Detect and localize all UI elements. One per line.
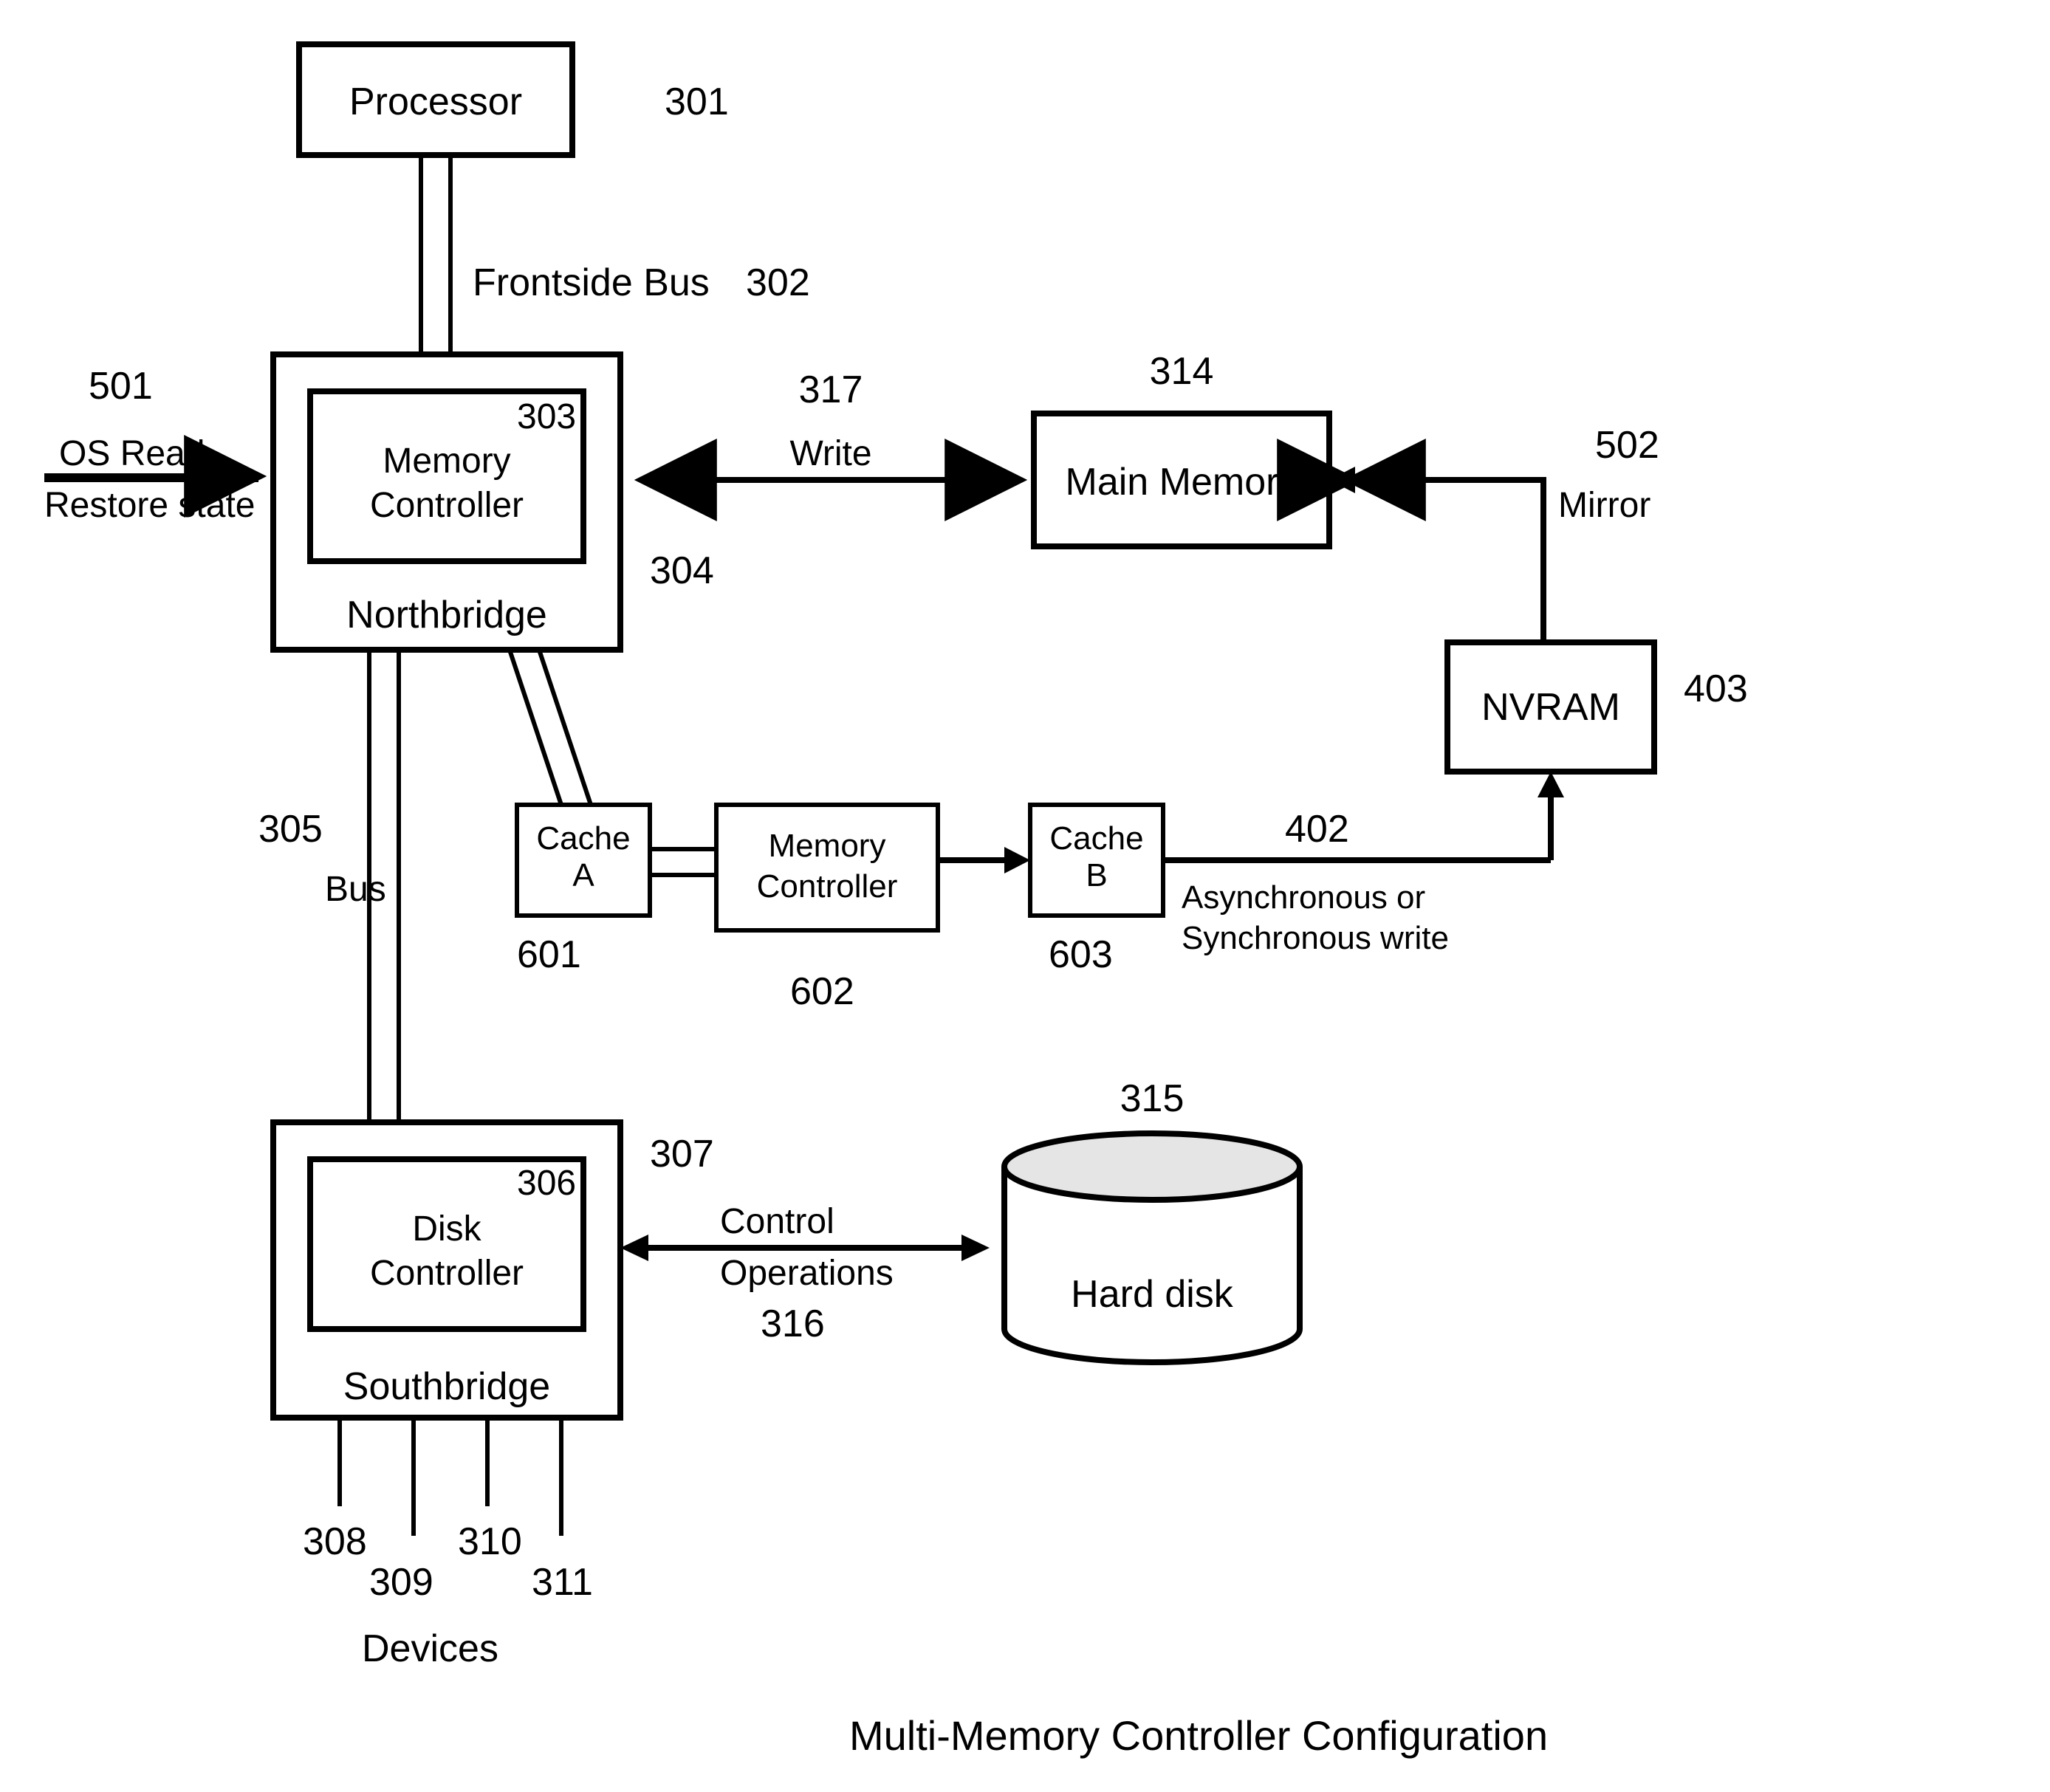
nvram-ref: 403 <box>1684 667 1748 710</box>
async-ref: 402 <box>1285 808 1349 851</box>
processor-node: Processor 301 <box>299 44 729 155</box>
devices-label: Devices <box>362 1627 498 1670</box>
southbridge-node: Southbridge 307 Disk Controller 306 <box>273 1122 714 1418</box>
write-ref: 317 <box>799 368 863 411</box>
cache-b-ref: 603 <box>1049 933 1113 976</box>
northbridge-label: Northbridge <box>346 594 547 636</box>
disk-ctrl-l1: Disk <box>412 1209 481 1249</box>
cache-a-l1: Cache <box>536 820 630 856</box>
hard-disk-node: Hard disk 315 <box>1004 1077 1300 1362</box>
disk-ctrl-l2: Controller <box>370 1254 524 1293</box>
cache-b-l2: B <box>1086 857 1107 893</box>
northbridge-ref: 304 <box>650 549 714 592</box>
control-bot: Operations <box>720 1254 894 1293</box>
processor-label: Processor <box>349 80 522 123</box>
device-stubs: 308 309 310 311 Devices <box>303 1418 593 1670</box>
southbridge-ref: 307 <box>650 1133 714 1175</box>
cache-b-l1: Cache <box>1049 820 1143 856</box>
cachea-to-mc2-edge <box>650 849 716 875</box>
mem-controller-label-2: Controller <box>370 486 524 525</box>
cache-b-node: Cache B 603 <box>1030 805 1163 976</box>
diagram-title: Multi-Memory Controller Configuration <box>849 1712 1548 1759</box>
frontside-bus-ref: 302 <box>746 261 810 304</box>
write-edge: Write 317 <box>642 368 1019 480</box>
main-memory-node: Main Memory 314 <box>1034 350 1329 546</box>
control-ref: 316 <box>761 1302 825 1345</box>
cache-a-ref: 601 <box>517 933 581 976</box>
nvram-node: NVRAM 403 <box>1447 642 1748 772</box>
mirror-label: Mirror <box>1558 486 1650 525</box>
dev-ref-3: 311 <box>532 1561 593 1604</box>
os-read-edge: OS Read Restore state 501 <box>44 365 258 525</box>
disk-ctrl-ref: 306 <box>517 1164 576 1203</box>
frontside-bus-edge: Frontside Bus 302 <box>421 155 810 354</box>
mem-controller-2-node: Memory Controller 602 <box>716 805 938 1013</box>
mc2-l2: Controller <box>757 868 898 904</box>
os-read-ref: 501 <box>89 365 153 408</box>
dev-ref-0: 308 <box>303 1520 367 1563</box>
mem-controller-ref: 303 <box>517 397 576 436</box>
control-ops-edge: Control Operations 316 <box>620 1202 990 1345</box>
mirror-edge-clean: Mirror 502 <box>1329 424 1659 642</box>
nvram-label: NVRAM <box>1481 686 1620 729</box>
southbridge-label: Southbridge <box>343 1365 550 1408</box>
bus-label: Bus <box>325 870 386 909</box>
nb-to-cachea-edge <box>510 650 591 805</box>
bus-edge: Bus 305 <box>258 650 399 1122</box>
cache-a-l2: A <box>572 857 594 893</box>
async-l1: Asynchronous or <box>1182 879 1425 916</box>
dev-ref-1: 309 <box>369 1561 433 1604</box>
bus-ref: 305 <box>258 808 323 851</box>
hard-disk-label: Hard disk <box>1071 1273 1234 1316</box>
architecture-diagram: Processor 301 Frontside Bus 302 Northbri… <box>0 0 2050 1792</box>
mirror-ref: 502 <box>1595 424 1659 467</box>
async-write-edge: Asynchronous or Synchronous write 402 <box>1163 772 1564 956</box>
northbridge-node: Northbridge 304 Memory Controller 303 <box>273 354 714 650</box>
dev-ref-2: 310 <box>458 1520 522 1563</box>
os-read-top: OS Read <box>59 434 205 473</box>
main-memory-label: Main Memory <box>1066 461 1298 504</box>
processor-ref: 301 <box>665 80 729 123</box>
hard-disk-ref: 315 <box>1120 1077 1185 1120</box>
mirror-edge <box>1351 480 1543 642</box>
write-label: Write <box>789 434 871 473</box>
mc2-l1: Memory <box>769 828 886 864</box>
mc2-ref: 602 <box>790 970 854 1013</box>
frontside-bus-label: Frontside Bus <box>473 261 710 304</box>
control-top: Control <box>720 1202 834 1241</box>
main-memory-ref: 314 <box>1150 350 1214 393</box>
os-read-bot: Restore state <box>44 486 255 525</box>
cache-a-node: Cache A 601 <box>517 805 650 976</box>
mem-controller-label-1: Memory <box>383 442 510 481</box>
async-l2: Synchronous write <box>1182 920 1449 956</box>
mc2-to-cacheb-edge <box>938 847 1030 873</box>
